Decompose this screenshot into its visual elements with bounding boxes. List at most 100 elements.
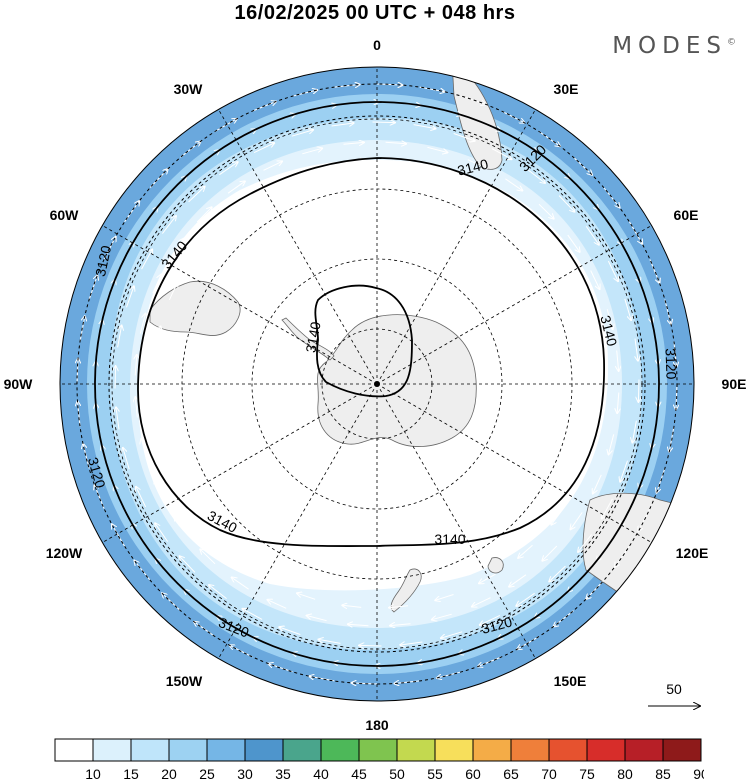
wind-arrow <box>291 130 313 137</box>
wind-arrow <box>136 487 147 508</box>
contour-label: 3140 <box>302 320 323 354</box>
lon-label-90w: 90W <box>4 376 34 392</box>
colorbar-swatch <box>92 738 132 762</box>
colorbar-label: 40 <box>313 766 329 782</box>
wind-arrow <box>227 181 245 194</box>
meridian-line <box>376 106 538 385</box>
lon-label-60e: 60E <box>674 207 699 223</box>
wind-arrow <box>400 642 423 645</box>
wind-arrow <box>115 366 116 389</box>
wind-arrow <box>413 124 436 129</box>
wind-arrow <box>505 178 522 191</box>
colorbar-label: 20 <box>161 766 177 782</box>
contour-label: 3140 <box>456 156 490 179</box>
contour-3140 <box>137 157 605 547</box>
colorbar-label: 35 <box>275 766 291 782</box>
wind-arrow <box>389 606 409 608</box>
contour-label: 3140 <box>597 314 620 348</box>
colorbar-swatch <box>662 738 702 762</box>
wind-arrow <box>577 467 586 485</box>
wind-arrow <box>542 545 558 561</box>
wind-arrow <box>219 543 234 556</box>
meridian-line <box>216 383 378 662</box>
wind-arrow <box>219 162 237 176</box>
wind-arrow <box>638 379 639 402</box>
latitude-circle <box>321 328 433 440</box>
wind-arrow <box>152 275 162 294</box>
wind-arrow <box>590 270 600 290</box>
colorbar-swatch <box>624 738 664 762</box>
reference-vector: 50 <box>648 681 700 706</box>
wind-arrow <box>571 512 583 529</box>
map-boundary <box>59 66 695 702</box>
wind-arrow <box>343 142 364 144</box>
colorbar-label: 10 <box>85 766 101 782</box>
wind-arrow <box>551 509 564 524</box>
colorbar-label: 90 <box>693 766 704 782</box>
wind-arrow <box>116 407 119 430</box>
wind-arrow <box>578 534 592 552</box>
lon-label-30e: 30E <box>554 81 579 97</box>
wind-arrow <box>171 239 184 256</box>
wind-arrow <box>593 474 602 494</box>
lon-label-30w: 30W <box>174 81 204 97</box>
wind-arrow <box>527 169 545 183</box>
wind-arrow <box>168 465 177 483</box>
wind-arrow <box>441 631 463 638</box>
wind-arrow <box>135 397 137 418</box>
wind-arrow <box>553 245 565 262</box>
contour-3140-polar <box>314 284 413 398</box>
reference-vector-label: 50 <box>666 681 682 697</box>
colorbar-swatch <box>548 738 588 762</box>
wind-arrow <box>135 355 137 376</box>
colorbar-label: 30 <box>237 766 253 782</box>
lon-label-150w: 150W <box>166 673 203 689</box>
colorbar-label: 70 <box>541 766 557 782</box>
colorbar-swatch <box>396 738 436 762</box>
wind-arrow <box>359 645 382 646</box>
lon-label-150e: 150E <box>554 673 587 689</box>
wind-arrow <box>345 160 365 162</box>
wind-arrow <box>253 143 274 154</box>
wind-arrow <box>438 168 457 175</box>
wind-arrow <box>258 185 275 195</box>
contour-label: 3120 <box>480 613 514 637</box>
lon-label-60w: 60W <box>50 207 80 223</box>
lon-label-0: 0 <box>373 37 381 53</box>
wind-arrow <box>632 420 637 443</box>
colorbar-swatch <box>130 738 170 762</box>
colorbar-swatch <box>206 738 246 762</box>
colorbar-label: 15 <box>123 766 139 782</box>
wind-arrow <box>567 234 580 252</box>
wind-arrow <box>302 148 322 155</box>
new-zealand <box>390 568 422 613</box>
wind-arrow <box>141 250 153 270</box>
colorbar-label: 55 <box>427 766 443 782</box>
wind-arrow <box>453 133 475 141</box>
wind-arrow <box>585 226 599 244</box>
meridian-line <box>99 383 378 545</box>
wind-arrow <box>307 616 327 622</box>
meridian-line <box>376 223 655 385</box>
wind-arrow <box>620 460 628 482</box>
wind-arrow <box>154 479 164 498</box>
colorbar-label: 45 <box>351 766 367 782</box>
colorbar-label: 85 <box>655 766 671 782</box>
wind-arrow <box>520 212 535 226</box>
wind-arrow <box>168 283 177 301</box>
wind-arrow <box>209 585 227 599</box>
wind-arrow <box>279 627 301 635</box>
chart-title: 16/02/2025 00 UTC + 048 hrs <box>234 2 516 24</box>
wind-arrow <box>123 448 130 470</box>
polar-stereographic-map: 3120 3120 3120 3120 3120 3120 3140 3140 … <box>4 37 747 733</box>
wind-arrow <box>392 161 412 163</box>
lon-label-90e: 90E <box>722 376 747 392</box>
wind-arrow <box>372 122 395 123</box>
wind-arrow <box>390 624 411 626</box>
colorbar-label: 60 <box>465 766 481 782</box>
wind-arrow <box>156 419 161 439</box>
colorbar-label: 25 <box>199 766 215 782</box>
lon-label-180: 180 <box>365 717 389 733</box>
wind-arrow <box>432 613 452 620</box>
wind-arrow <box>126 286 134 308</box>
